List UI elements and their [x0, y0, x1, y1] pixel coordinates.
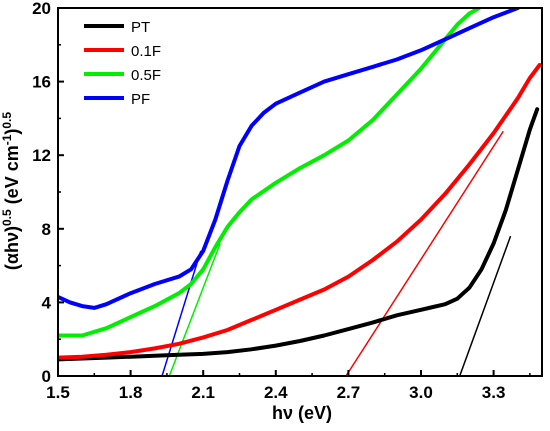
legend: PT 0.1F 0.5F PF — [84, 19, 161, 108]
tangent-line-pt — [459, 235, 512, 376]
series-line-pt — [58, 107, 540, 362]
y-axis-label: (αhν)0.5 (eV cm-1)0.5 — [0, 112, 22, 270]
series-lines — [58, 8, 542, 362]
series-line-pf — [58, 8, 520, 310]
x-tick-label: 2.1 — [191, 383, 215, 402]
x-axis-label: hν (eV) — [272, 403, 332, 423]
legend-label-pt: PT — [131, 19, 150, 36]
x-tick-label: 1.5 — [46, 383, 70, 402]
y-tick-label: 4 — [42, 293, 52, 312]
y-axis-ticks: 0 4 8 12 16 20 — [32, 0, 64, 386]
y-tick-label: 0 — [42, 367, 51, 386]
x-tick-label: 2.4 — [264, 383, 288, 402]
x-tick-label: 3.3 — [482, 383, 506, 402]
legend-label-05f: 0.5F — [131, 67, 161, 84]
x-tick-label: 3.0 — [409, 383, 433, 402]
y-tick-label: 20 — [32, 0, 51, 18]
y-tick-label: 8 — [42, 220, 51, 239]
legend-label-pf: PF — [131, 91, 150, 108]
series-line-05f — [58, 8, 482, 338]
y-tick-label: 12 — [32, 146, 51, 165]
series-line-01f — [58, 63, 542, 360]
x-axis-ticks: 1.5 1.8 2.1 2.4 2.7 3.0 3.3 — [46, 370, 531, 402]
y-tick-label: 16 — [32, 73, 51, 92]
legend-label-01f: 0.1F — [131, 43, 161, 60]
x-tick-label: 2.7 — [337, 383, 361, 402]
x-tick-label: 1.8 — [119, 383, 143, 402]
tangent-line-01f — [345, 130, 504, 376]
